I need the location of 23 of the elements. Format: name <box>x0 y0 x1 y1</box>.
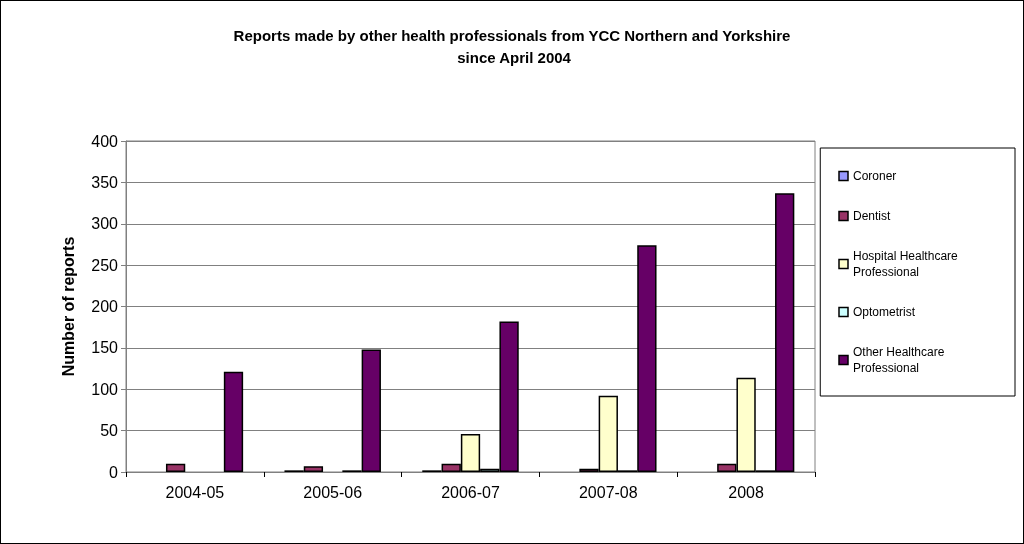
y-axis-title: Number of reports <box>59 236 77 377</box>
y-tick-label: 0 <box>109 463 119 481</box>
y-tick-label: 150 <box>91 339 119 357</box>
x-tick-label: 2004-05 <box>165 483 225 501</box>
legend-label: Other Healthcare Professional <box>853 345 948 375</box>
y-tick-label: 350 <box>91 173 119 191</box>
bar <box>165 463 186 472</box>
legend-label: Hospital Healthcare Professional <box>853 249 962 279</box>
y-tick-label: 250 <box>91 256 119 274</box>
legend-label: Optometrist <box>853 305 916 319</box>
y-tick-label: 50 <box>100 422 119 440</box>
bar <box>223 371 244 472</box>
y-tick-label: 300 <box>91 215 119 233</box>
legend-label: Dentist <box>853 209 892 223</box>
x-tick-label: 2005-06 <box>303 483 363 501</box>
chart-title: Reports made by other health professionals from YCC Northern and Yorkshire since April 2004 <box>233 26 791 66</box>
x-tick-label: 2007-08 <box>578 483 638 501</box>
y-tick-label: 100 <box>91 380 119 398</box>
y-tick-label: 400 <box>91 132 119 150</box>
legend-label: Coroner <box>853 169 897 183</box>
x-tick-label: 2008 <box>728 483 764 501</box>
y-tick-label: 200 <box>91 298 119 315</box>
x-tick-label: 2006-07 <box>441 483 500 501</box>
